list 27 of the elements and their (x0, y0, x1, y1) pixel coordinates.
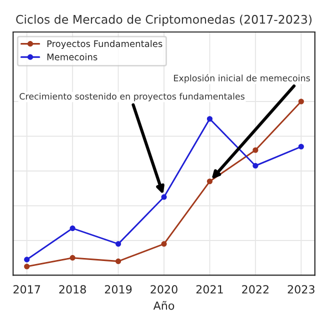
point (70, 255, 76, 261)
x-tick-label: 2020 (150, 285, 178, 294)
point (161, 241, 167, 247)
point (116, 241, 122, 247)
point (24, 256, 30, 262)
point (206, 178, 212, 184)
point (298, 144, 304, 150)
point (116, 258, 122, 264)
chart-title: Ciclos de Mercado de Criptomonedas (2017-2023) (16, 14, 312, 26)
point (24, 264, 30, 270)
x-tick-label: 2022 (242, 285, 268, 294)
point (252, 147, 258, 153)
point (206, 116, 212, 122)
point (252, 162, 258, 169)
point (298, 98, 304, 104)
point (161, 194, 167, 200)
x-tick-label: 2019 (104, 285, 132, 294)
legend-label: Memecoins (47, 53, 98, 60)
legend-label: Proyectos Fundamentales (47, 40, 162, 49)
x-tick-label: 2023 (288, 285, 314, 294)
x-tick-label: 2021 (196, 285, 223, 294)
point (70, 226, 76, 232)
x-axis-title: Año (153, 301, 174, 310)
x-tick-label: 2017 (14, 285, 40, 294)
annotation: Explosión inicial de memecoins (174, 74, 310, 84)
x-tick-label: 2018 (59, 285, 86, 294)
annotation: Crecimiento sostenido en proyectos fundamentales (20, 92, 244, 102)
